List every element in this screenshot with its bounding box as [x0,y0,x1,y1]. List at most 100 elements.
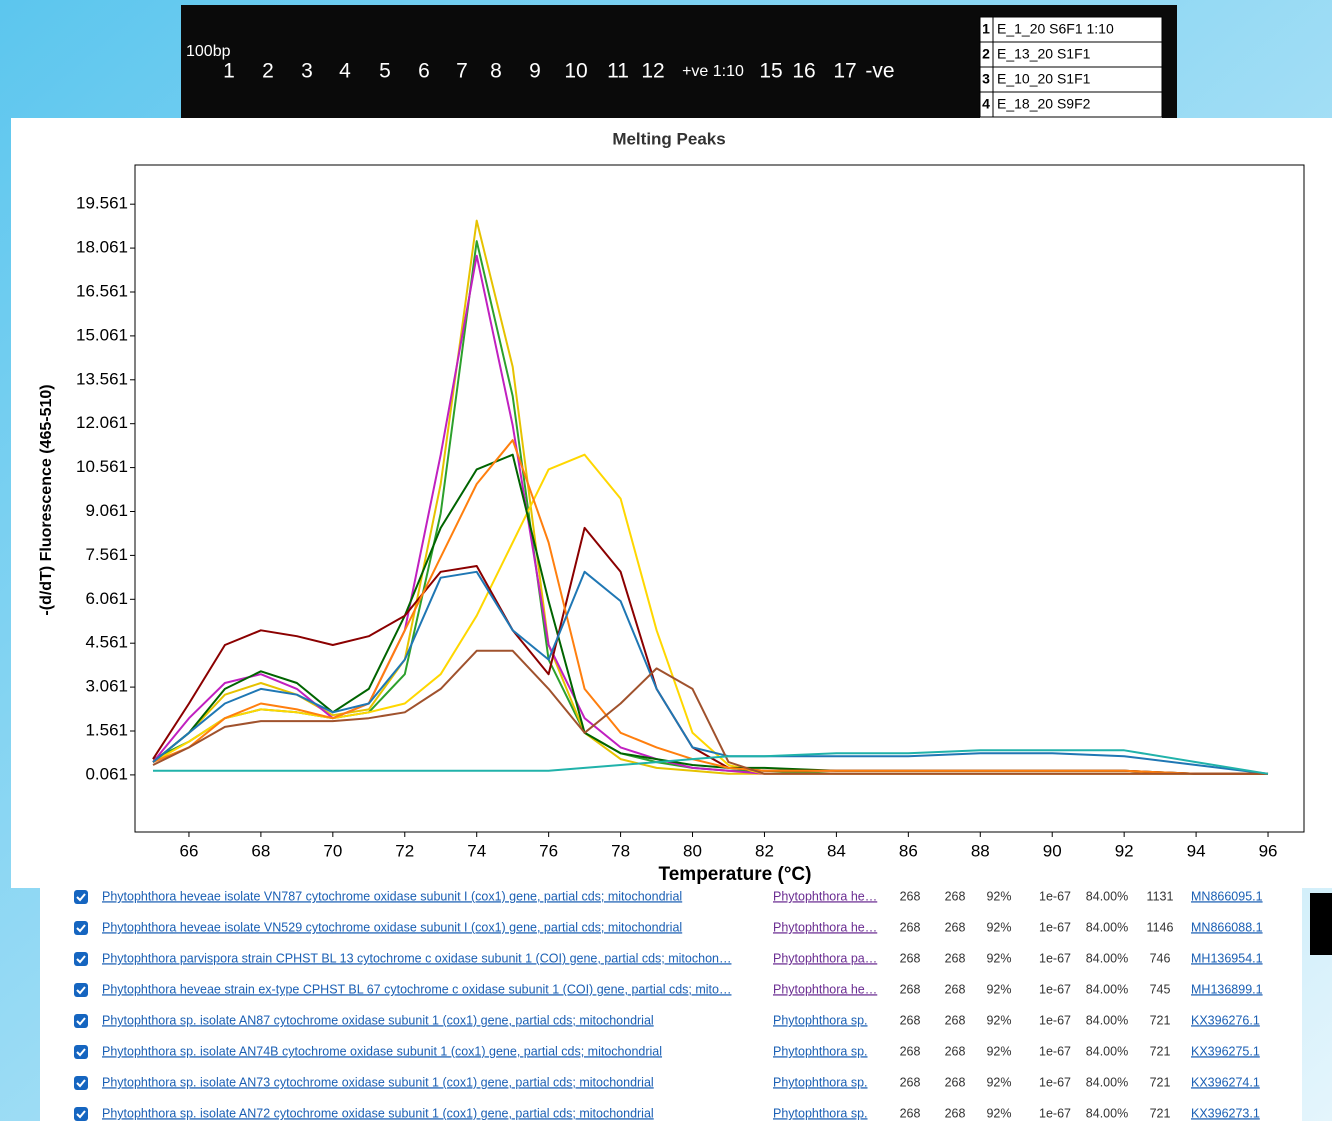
result-cell: 268 [945,982,966,996]
x-tick-label: 72 [395,841,414,860]
page: 100bp Melting Peaks Temperature (°C) -(d… [0,0,1332,1121]
plot-area [135,165,1304,832]
result-cell: 1e-67 [1039,920,1071,934]
gel-lane-label: 12 [641,60,664,83]
checkbox[interactable] [74,1014,88,1028]
result-link[interactable]: Phytophthora parvispora strain CPHST BL … [102,951,731,965]
result-link[interactable]: Phytophthora pa… [773,951,877,965]
result-link[interactable]: Phytophthora sp. isolate AN73 cytochrome… [102,1075,654,1089]
result-cell: 721 [1150,1044,1171,1058]
y-axis-label: -(d/dT) Fluorescence (465-510) [38,384,55,615]
result-link[interactable]: MN866088.1 [1191,920,1263,934]
checkbox[interactable] [74,983,88,997]
result-link[interactable]: Phytophthora sp. isolate AN87 cytochrome… [102,1013,654,1027]
result-cell: 268 [945,951,966,965]
gel-lane-label: 9 [529,60,541,83]
result-cell: 1e-67 [1039,1044,1071,1058]
result-link[interactable]: Phytophthora heveae isolate VN529 cytoch… [102,920,682,934]
result-link[interactable]: Phytophthora sp. [773,1044,868,1058]
gel-lane-label: 3 [301,60,313,83]
result-link[interactable]: Phytophthora sp. isolate AN74B cytochrom… [102,1044,662,1058]
result-cell: 1e-67 [1039,951,1071,965]
result-link[interactable]: MH136954.1 [1191,951,1263,965]
gel-marker: 100bp [186,43,231,60]
result-cell: 746 [1150,951,1171,965]
result-cell: 1e-67 [1039,982,1071,996]
gel-lane-label: 10 [564,60,587,83]
result-link[interactable]: Phytophthora he… [773,920,877,934]
checkbox[interactable] [74,890,88,904]
x-tick-label: 96 [1259,841,1278,860]
result-link[interactable]: Phytophthora sp. isolate AN72 cytochrome… [102,1106,654,1120]
checkbox[interactable] [74,1076,88,1090]
gel-lane-label: +ve 1:10 [682,63,744,80]
result-cell: 92% [986,1013,1011,1027]
x-tick-label: 88 [971,841,990,860]
result-link[interactable]: KX396273.1 [1191,1106,1260,1120]
result-cell: 268 [900,889,921,903]
x-axis-label: Temperature (°C) [659,864,812,885]
result-cell: 84.00% [1086,889,1128,903]
result-link[interactable]: Phytophthora he… [773,982,877,996]
y-tick-label: 0.061 [85,764,128,783]
checkbox[interactable] [74,952,88,966]
result-cell: 1e-67 [1039,1013,1071,1027]
checkbox[interactable] [74,1045,88,1059]
result-cell: 84.00% [1086,1106,1128,1120]
x-tick-label: 68 [251,841,270,860]
y-tick-label: 1.561 [85,720,128,739]
result-link[interactable]: Phytophthora heveae isolate VN787 cytoch… [102,889,682,903]
gel-legend-number: 4 [982,96,990,112]
result-link[interactable]: Phytophthora heveae strain ex-type CPHST… [102,982,731,996]
result-link[interactable]: Phytophthora he… [773,889,877,903]
result-cell: 92% [986,1106,1011,1120]
gel-lane-label: 5 [379,60,391,83]
chart-title: Melting Peaks [612,129,725,148]
result-link[interactable]: MN866095.1 [1191,889,1263,903]
gel-legend-label: E_13_20 S1F1 [997,46,1091,62]
y-tick-label: 12.061 [76,413,128,432]
gel-lane-label: 16 [792,60,815,83]
gel-legend-number: 2 [982,46,990,62]
x-tick-label: 78 [611,841,630,860]
result-cell: 1e-67 [1039,889,1071,903]
y-tick-label: 7.561 [85,545,128,564]
result-cell: 268 [945,1044,966,1058]
result-cell: 92% [986,951,1011,965]
result-cell: 268 [945,920,966,934]
x-tick-label: 82 [755,841,774,860]
y-tick-label: 19.561 [76,194,128,213]
result-cell: 268 [900,920,921,934]
checkbox[interactable] [74,1107,88,1121]
result-cell: 268 [900,1013,921,1027]
x-tick-label: 90 [1043,841,1062,860]
x-tick-label: 74 [467,841,486,860]
gel-lane-label: 2 [262,60,274,83]
y-tick-label: 13.561 [76,369,128,388]
y-tick-label: 15.061 [76,325,128,344]
result-cell: 92% [986,1044,1011,1058]
result-cell: 84.00% [1086,951,1128,965]
gel-legend-label: E_1_20 S6F1 1:10 [997,21,1114,37]
result-link[interactable]: KX396275.1 [1191,1044,1260,1058]
gel-lane-label: 6 [418,60,430,83]
result-link[interactable]: KX396276.1 [1191,1013,1260,1027]
x-tick-label: 76 [539,841,558,860]
result-link[interactable]: MH136899.1 [1191,982,1263,996]
result-cell: 268 [900,1075,921,1089]
side-block [1310,893,1332,955]
result-link[interactable]: Phytophthora sp. [773,1106,868,1120]
x-tick-label: 70 [323,841,342,860]
gel-lane-label: 8 [490,60,502,83]
result-link[interactable]: KX396274.1 [1191,1075,1260,1089]
checkbox[interactable] [74,921,88,935]
y-tick-label: 3.061 [85,677,128,696]
result-cell: 84.00% [1086,1044,1128,1058]
result-cell: 721 [1150,1075,1171,1089]
y-tick-label: 4.561 [85,633,128,652]
result-link[interactable]: Phytophthora sp. [773,1013,868,1027]
gel-lane-label: 7 [456,60,468,83]
result-cell: 84.00% [1086,1075,1128,1089]
result-link[interactable]: Phytophthora sp. [773,1075,868,1089]
result-cell: 268 [900,1106,921,1120]
